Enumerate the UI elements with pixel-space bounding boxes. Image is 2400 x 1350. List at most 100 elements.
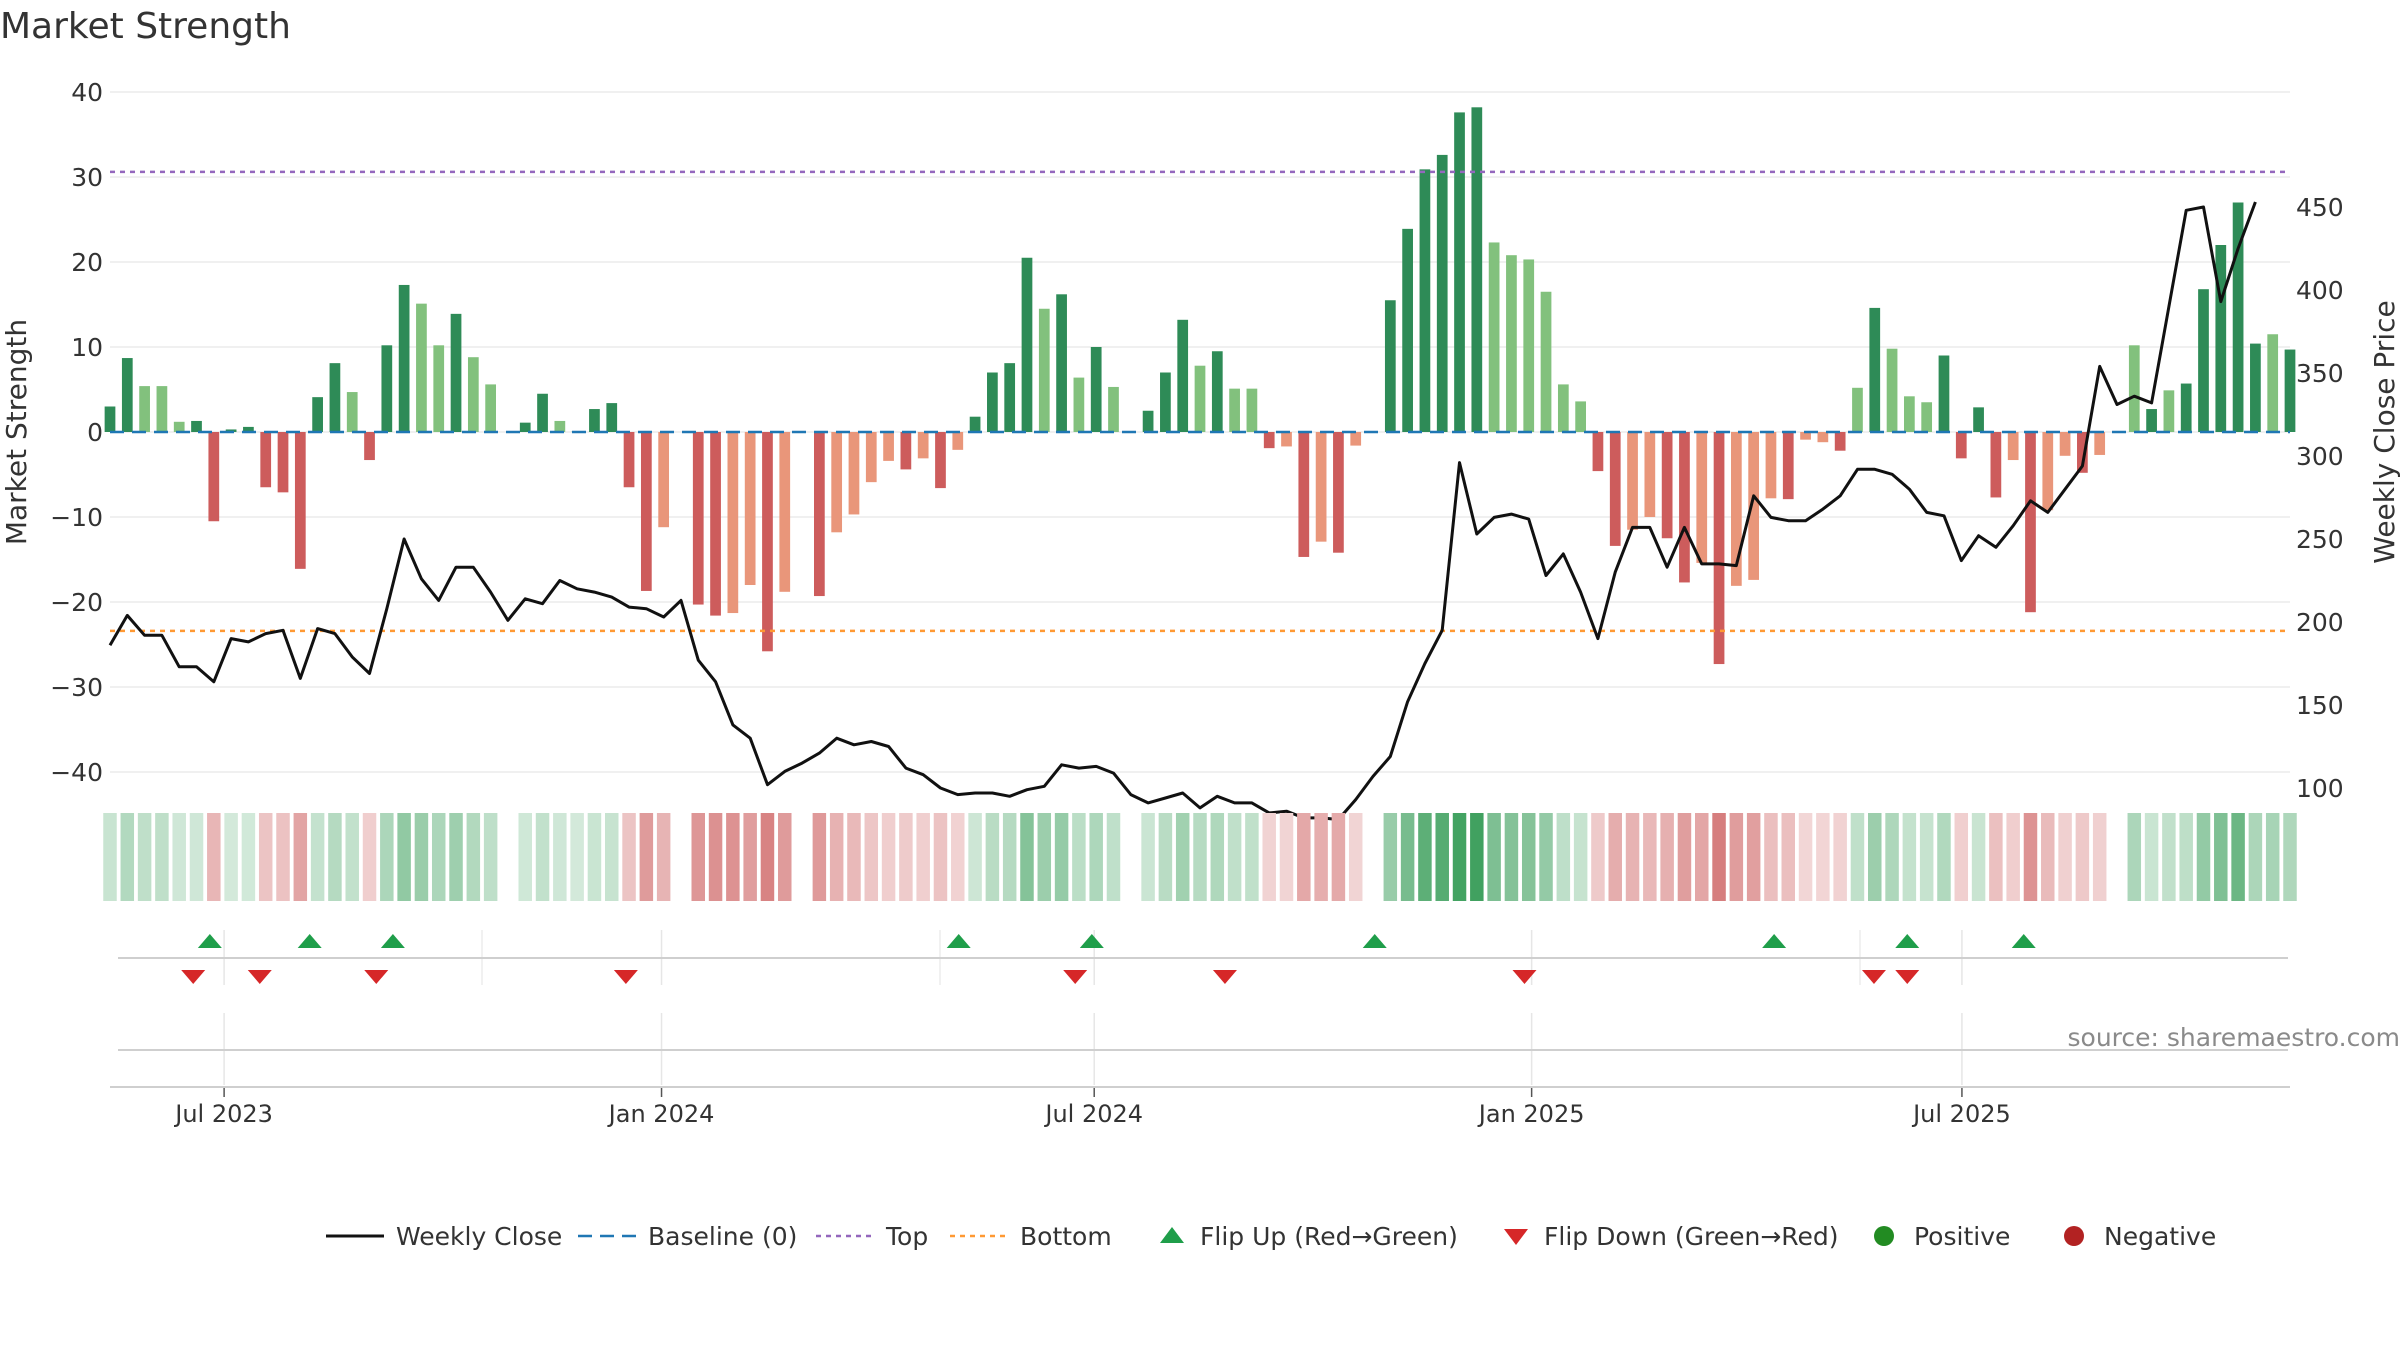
heat-cell xyxy=(743,813,757,901)
strength-bar xyxy=(294,432,306,569)
heat-cell xyxy=(1850,813,1865,901)
source-credit: source: sharemaestro.com xyxy=(2067,1023,2400,1052)
heat-cell xyxy=(1954,813,1969,901)
heat-cell xyxy=(1591,813,1605,901)
strength-bar xyxy=(1921,402,1933,432)
heat-cell xyxy=(1020,813,1034,901)
strength-bar xyxy=(1904,396,1915,432)
strength-bar xyxy=(762,432,773,652)
strength-bar xyxy=(2077,432,2088,473)
strength-bar xyxy=(606,403,618,432)
heat-cell xyxy=(760,813,775,901)
grid-layer xyxy=(110,91,2290,1085)
heat-cell xyxy=(812,813,827,901)
heat-cell xyxy=(778,813,792,901)
strength-bar xyxy=(658,432,670,528)
y-tick-label: 40 xyxy=(71,78,103,107)
heat-cell xyxy=(466,813,481,901)
heat-cell xyxy=(1002,813,1017,901)
strength-bar xyxy=(1263,432,1275,449)
heat-cell xyxy=(1106,813,1121,901)
heat-cell xyxy=(829,813,844,901)
strength-bar xyxy=(2059,432,2071,456)
flip-down-marker xyxy=(364,970,389,984)
heat-cell xyxy=(1816,813,1830,901)
strength-bars xyxy=(104,107,2296,665)
flip-down-marker xyxy=(181,970,206,984)
y-tick-label: −40 xyxy=(50,758,103,787)
heat-cell xyxy=(2196,813,2211,901)
strength-bar xyxy=(329,363,341,432)
close-line-layer xyxy=(108,201,2257,821)
legend-swatch-flip-up xyxy=(1160,1227,1184,1243)
strength-bar xyxy=(640,432,652,591)
strength-bar xyxy=(1609,432,1621,546)
heat-cell xyxy=(639,813,654,901)
heat-cell xyxy=(1781,813,1796,901)
heat-cell xyxy=(2041,813,2055,901)
heat-cell xyxy=(1798,813,1813,901)
heat-cell xyxy=(2075,813,2090,901)
heat-cell xyxy=(1625,813,1640,901)
strength-bar xyxy=(2094,432,2106,455)
strength-bar xyxy=(1004,363,1016,432)
strength-bar xyxy=(537,393,548,432)
heat-cell xyxy=(328,813,342,901)
heat-cell xyxy=(207,813,221,901)
y2-axis-title: Weekly Close Price xyxy=(2368,300,2400,563)
legend-swatch-flip-down xyxy=(1504,1229,1528,1245)
heat-cell xyxy=(1539,813,1553,901)
heat-cell xyxy=(1573,813,1588,901)
heat-cell xyxy=(968,813,982,901)
heat-cell xyxy=(1660,813,1674,901)
heat-cell xyxy=(951,813,965,901)
strength-bar xyxy=(1384,300,1396,432)
y-tick-label: 20 xyxy=(71,248,103,277)
strength-bar xyxy=(104,406,116,432)
strength-bar xyxy=(485,384,496,432)
heat-cell xyxy=(362,813,377,901)
heat-cell xyxy=(587,813,602,901)
heat-cell xyxy=(535,813,550,901)
heat-cell xyxy=(1833,813,1847,901)
strength-bar xyxy=(1211,351,1223,432)
strength-bar xyxy=(1073,377,1085,432)
heat-cell xyxy=(1989,813,2003,901)
legend-label: Flip Up (Red→Green) xyxy=(1200,1222,1458,1251)
strength-bar xyxy=(1419,169,1431,432)
heat-cell xyxy=(483,813,498,901)
strength-bar xyxy=(1713,432,1725,665)
heat-cell xyxy=(2144,813,2159,901)
strength-bar xyxy=(1333,432,1344,553)
heat-cell xyxy=(241,813,256,901)
strength-bar xyxy=(364,432,375,461)
strength-bar xyxy=(381,345,393,432)
x-tick-label: Jan 2024 xyxy=(607,1100,715,1128)
legend-item: Baseline (0) xyxy=(578,1222,797,1251)
legend-label: Baseline (0) xyxy=(648,1222,797,1251)
heat-cell xyxy=(2265,813,2280,901)
heat-cell xyxy=(189,813,204,901)
strength-bar xyxy=(312,397,323,432)
strength-bar xyxy=(1471,107,1483,433)
legend-item: Flip Up (Red→Green) xyxy=(1160,1222,1458,1251)
strength-bar xyxy=(156,386,168,432)
strength-bar xyxy=(1402,228,1413,432)
y2-tick-label: 300 xyxy=(2296,442,2344,471)
strength-bar xyxy=(1229,388,1240,432)
heat-cell xyxy=(570,813,584,901)
strength-bar xyxy=(935,432,946,489)
heat-cell xyxy=(276,813,290,901)
x-tick-label: Jul 2024 xyxy=(1043,1100,1143,1128)
strength-bar xyxy=(589,409,600,432)
strength-bar xyxy=(1800,432,1811,440)
heat-cell xyxy=(380,813,394,901)
strength-bar xyxy=(519,422,531,432)
strength-bar xyxy=(225,429,237,432)
y-tick-label: −30 xyxy=(50,673,103,702)
heat-cell xyxy=(1279,813,1294,901)
heat-cell xyxy=(1608,813,1622,901)
y-tick-label: −20 xyxy=(50,588,103,617)
strength-bar xyxy=(416,303,427,432)
heat-cell xyxy=(1902,813,1917,901)
